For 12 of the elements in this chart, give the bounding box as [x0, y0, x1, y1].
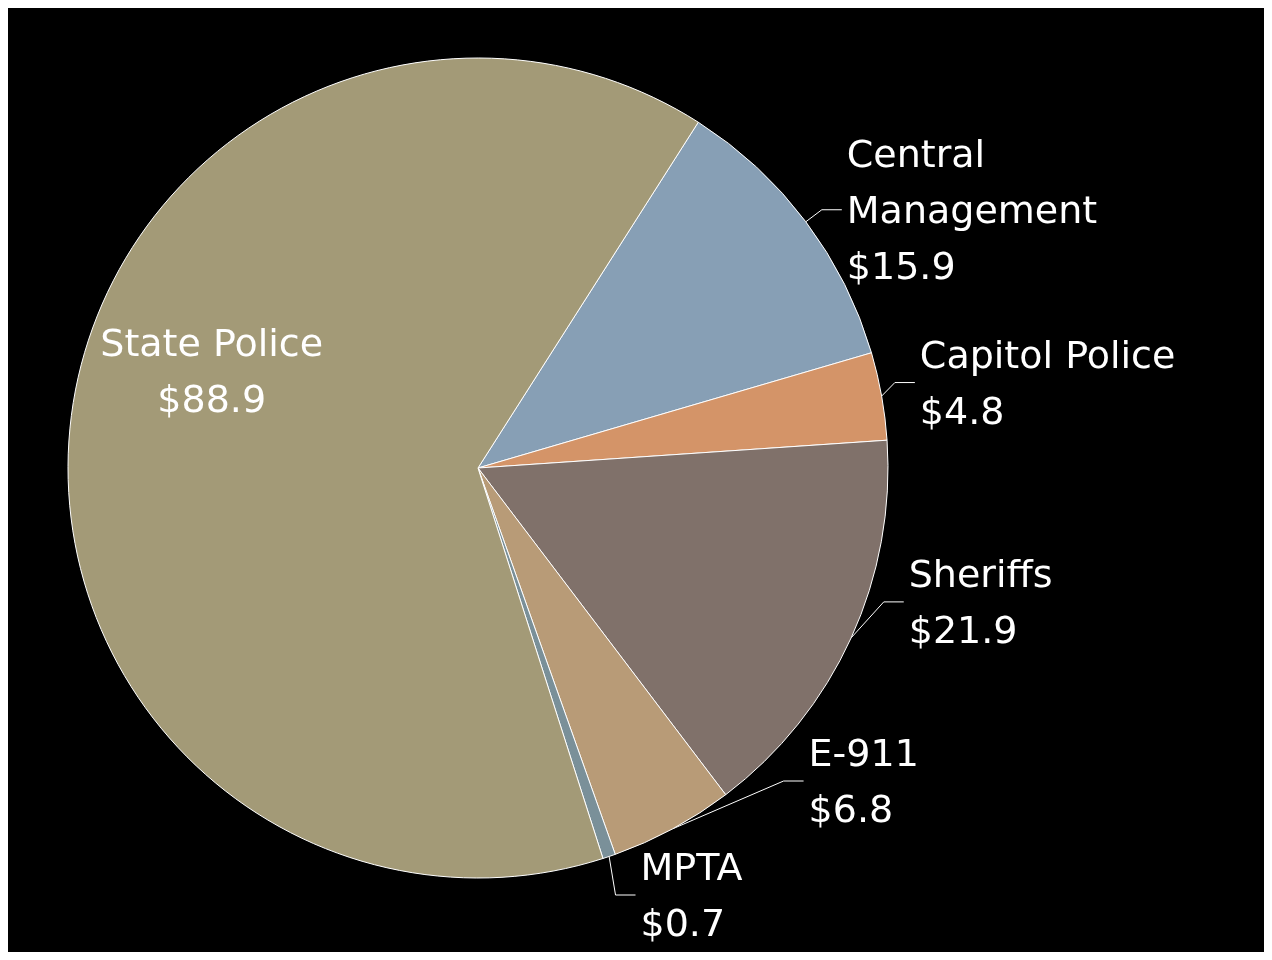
slice-label: State Police	[100, 321, 324, 366]
slice-label: MPTA	[640, 845, 743, 889]
data-label: $21.9	[908, 607, 1018, 652]
data-label: $88.9	[157, 377, 267, 422]
data-label: $15.9	[846, 243, 956, 288]
slice-label: Capitol Police	[919, 332, 1176, 377]
slice-label: E-911	[808, 731, 919, 775]
data-label: $4.8	[919, 388, 1005, 433]
data-label: $6.8	[808, 787, 894, 831]
slice-label: Sheriffs	[908, 551, 1053, 596]
data-label: $0.7	[640, 901, 726, 945]
slice-label: Central Management	[846, 131, 1098, 232]
